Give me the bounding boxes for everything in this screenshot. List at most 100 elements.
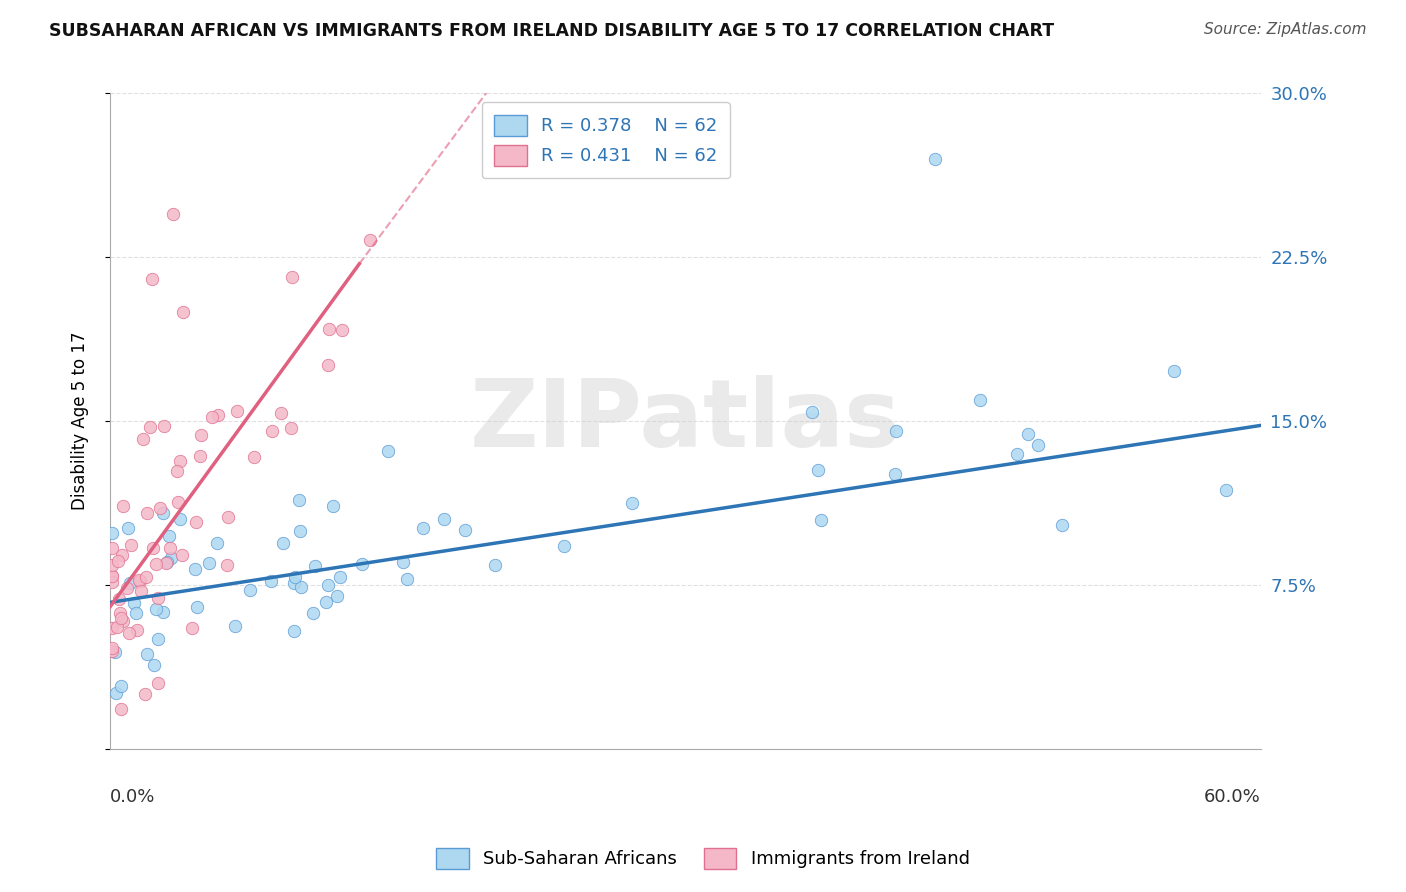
Point	[553, 540, 575, 554]
Point	[169, 512, 191, 526]
Point	[621, 496, 644, 510]
Point	[288, 492, 311, 507]
Text: SUBSAHARAN AFRICAN VS IMMIGRANTS FROM IRELAND DISABILITY AGE 5 TO 17 CORRELATION: SUBSAHARAN AFRICAN VS IMMIGRANTS FROM IR…	[49, 22, 1054, 40]
Point	[101, 569, 124, 583]
Point	[112, 499, 135, 513]
Point	[105, 619, 128, 633]
Point	[359, 233, 381, 247]
Point	[316, 578, 339, 592]
Point	[152, 605, 174, 619]
Point	[160, 550, 183, 565]
Text: 60.0%: 60.0%	[1204, 788, 1261, 805]
Point	[969, 392, 991, 407]
Point	[391, 555, 413, 569]
Point	[101, 569, 124, 583]
Point	[186, 600, 208, 615]
Y-axis label: Disability Age 5 to 17: Disability Age 5 to 17	[72, 332, 89, 510]
Point	[283, 576, 305, 591]
Point	[104, 686, 127, 700]
Point	[132, 432, 155, 446]
Point	[217, 510, 239, 524]
Point	[159, 541, 181, 556]
Point	[146, 676, 169, 690]
Point	[188, 449, 211, 463]
Point	[107, 554, 129, 568]
Point	[207, 408, 229, 422]
Point	[352, 557, 374, 571]
Point	[315, 594, 337, 608]
Point	[318, 322, 340, 336]
Point	[135, 647, 157, 661]
Point	[101, 641, 124, 656]
Point	[454, 523, 477, 537]
Point	[260, 424, 283, 438]
Point	[153, 418, 176, 433]
Point	[117, 520, 139, 534]
Point	[169, 454, 191, 468]
Point	[1050, 518, 1073, 533]
Point	[111, 614, 134, 628]
Point	[145, 558, 167, 572]
Point	[125, 606, 148, 620]
Point	[330, 323, 353, 337]
Point	[1007, 447, 1029, 461]
Point	[157, 529, 180, 543]
Point	[122, 597, 145, 611]
Point	[172, 305, 194, 319]
Point	[433, 512, 456, 526]
Point	[101, 575, 124, 590]
Point	[101, 644, 124, 658]
Point	[110, 610, 132, 624]
Point	[127, 623, 149, 637]
Point	[396, 572, 419, 586]
Point	[101, 525, 124, 540]
Point	[184, 562, 207, 576]
Point	[217, 558, 239, 573]
Point	[128, 574, 150, 588]
Point	[120, 576, 142, 591]
Point	[924, 152, 946, 166]
Point	[141, 272, 163, 286]
Point	[200, 410, 222, 425]
Point	[290, 524, 312, 539]
Legend: Sub-Saharan Africans, Immigrants from Ireland: Sub-Saharan Africans, Immigrants from Ir…	[429, 840, 977, 876]
Text: Source: ZipAtlas.com: Source: ZipAtlas.com	[1204, 22, 1367, 37]
Point	[156, 555, 179, 569]
Point	[883, 467, 905, 482]
Point	[166, 495, 188, 509]
Point	[128, 574, 150, 588]
Point	[270, 406, 292, 420]
Point	[377, 444, 399, 458]
Point	[322, 499, 344, 513]
Point	[412, 521, 434, 535]
Point	[260, 574, 283, 589]
Point	[135, 570, 157, 584]
Point	[326, 589, 349, 603]
Point	[304, 558, 326, 573]
Point	[1163, 364, 1185, 378]
Point	[280, 270, 302, 285]
Point	[110, 606, 132, 620]
Point	[148, 591, 170, 605]
Point	[302, 606, 325, 620]
Point	[111, 549, 134, 563]
Point	[162, 206, 184, 220]
Legend: R = 0.378    N = 62, R = 0.431    N = 62: R = 0.378 N = 62, R = 0.431 N = 62	[481, 103, 730, 178]
Point	[118, 626, 141, 640]
Point	[243, 450, 266, 464]
Point	[181, 622, 204, 636]
Point	[148, 632, 170, 647]
Point	[142, 541, 165, 556]
Point	[329, 570, 352, 584]
Text: 0.0%: 0.0%	[110, 788, 156, 805]
Point	[810, 513, 832, 527]
Point	[284, 569, 307, 583]
Point	[104, 645, 127, 659]
Point	[101, 558, 124, 572]
Point	[107, 591, 129, 606]
Point	[145, 602, 167, 616]
Point	[170, 548, 193, 562]
Point	[316, 358, 339, 372]
Point	[155, 556, 177, 570]
Point	[224, 619, 246, 633]
